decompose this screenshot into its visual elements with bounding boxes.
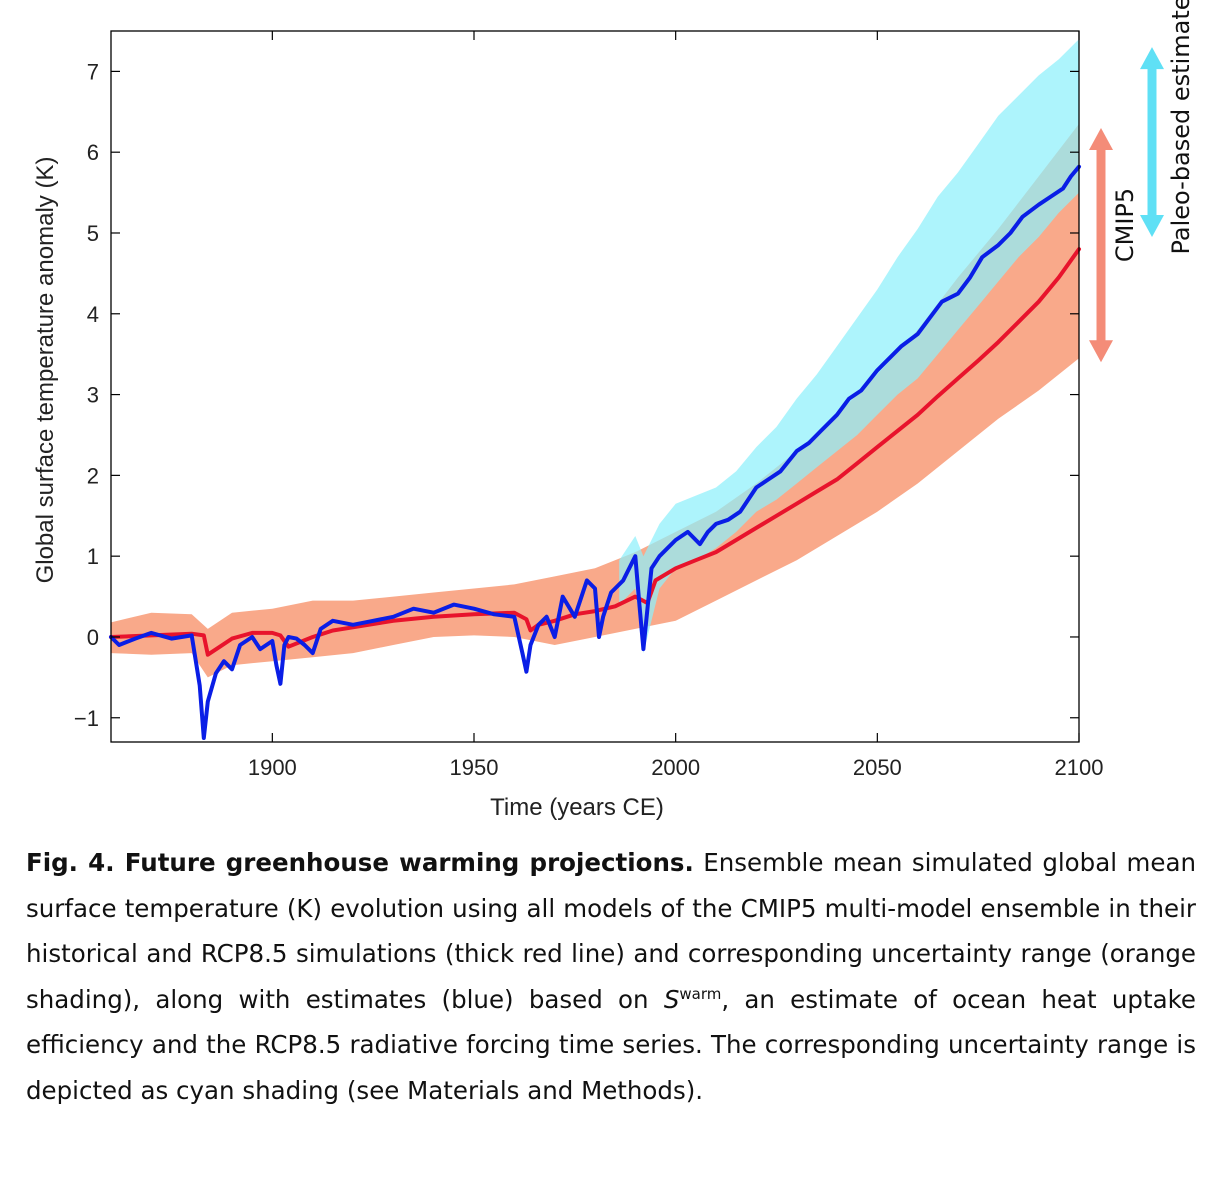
y-tick-label: 6 (87, 140, 99, 165)
y-tick-label: 3 (87, 383, 99, 408)
x-axis-ticks: 1900 1950 2000 2050 2100 (248, 31, 1104, 780)
paleo-label: Paleo-based estimate (1167, 0, 1195, 255)
y-tick-label: 0 (87, 625, 99, 650)
plot-frame (110, 30, 1080, 743)
series-lines (109, 164, 1081, 740)
figure-caption: Fig. 4. Future greenhouse warming projec… (26, 840, 1196, 1113)
series-line-2 (109, 164, 1081, 740)
caption-title: Fig. 4. Future greenhouse warming projec… (26, 848, 694, 877)
y-tick-label: 7 (87, 59, 99, 84)
paleo-arrow-head-top (1140, 47, 1164, 70)
range-arrows (1089, 47, 1164, 363)
uncertainty-bands (111, 39, 1079, 678)
caption-symbol: S (663, 984, 680, 1014)
chart: 1900 1950 2000 2050 2100 −1 0 1 2 3 4 5 6 7 Time (ye… (32, 0, 1195, 821)
caption-superscript: warm (679, 984, 722, 1003)
y-tick-label: 1 (87, 544, 99, 569)
y-tick-label: 5 (87, 221, 99, 246)
y-axis-ticks: −1 0 1 2 3 4 5 6 7 (74, 59, 1079, 731)
x-tick-label: 1950 (450, 755, 499, 780)
x-axis-title: Time (years CE) (490, 794, 664, 821)
cmip5-arrow-head-top (1089, 127, 1113, 150)
caption-text-1: Ensemble mean simulated global mean surf… (26, 848, 1196, 1014)
cmip5-arrow-head-bottom (1089, 340, 1113, 363)
y-tick-label: −1 (74, 706, 99, 731)
x-tick-label: 2000 (651, 755, 700, 780)
cmip5-label: CMIP5 (1111, 188, 1139, 262)
uncertainty-band-2 (619, 39, 1079, 654)
y-tick-label: 2 (87, 463, 99, 488)
series-line-1 (109, 247, 1081, 657)
y-axis-title: Global surface temperature anomaly (K) (32, 157, 59, 584)
caption-text-2: , an estimate of ocean heat uptake effic… (26, 984, 1196, 1105)
paleo-arrow-head-bottom (1140, 215, 1164, 238)
x-tick-label: 2050 (853, 755, 902, 780)
x-tick-label: 2100 (1055, 755, 1104, 780)
x-tick-label: 1900 (248, 755, 297, 780)
y-tick-label: 4 (87, 302, 99, 327)
